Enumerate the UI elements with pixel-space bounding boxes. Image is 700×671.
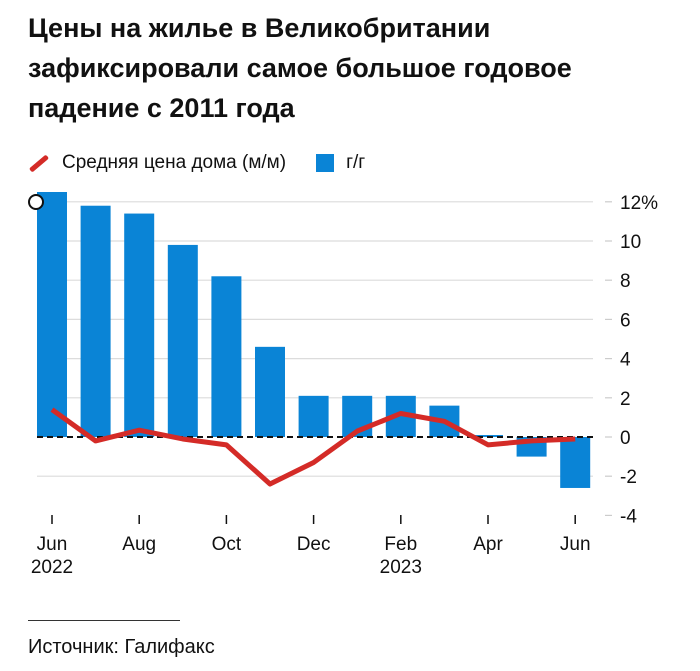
y-tick-label: 0 — [620, 428, 631, 449]
bar — [167, 244, 198, 437]
bar — [37, 192, 67, 437]
bar — [560, 437, 591, 488]
marker-circle — [28, 194, 44, 210]
y-tick-label: 8 — [620, 271, 631, 292]
source-divider — [28, 620, 180, 621]
legend-line-label: Средняя цена дома (м/м) — [62, 152, 287, 173]
y-tick-label: -4 — [620, 506, 637, 527]
bar — [255, 346, 285, 437]
x-tick-sublabel: 2022 — [31, 557, 73, 578]
x-tick-label: Jun — [560, 534, 591, 555]
bar — [80, 205, 111, 437]
y-tick-label: 12% — [620, 193, 658, 214]
x-tick-label: Oct — [212, 534, 242, 555]
x-tick-label: Jun — [37, 534, 68, 555]
x-tick-label: Feb — [384, 534, 417, 555]
bar — [298, 395, 329, 437]
bar — [124, 213, 155, 437]
legend-bar-swatch — [316, 154, 335, 172]
legend-bar-label: г/г — [346, 152, 366, 173]
y-tick-label: 6 — [620, 310, 631, 331]
x-tick-label: Dec — [297, 534, 331, 555]
source: Источник: Галифакс — [28, 636, 215, 658]
chart-title: Цены на жилье в Великобритании зафиксиро… — [28, 13, 572, 123]
bar — [211, 276, 242, 437]
x-tick-label: Aug — [122, 534, 156, 555]
y-tick-label: 2 — [620, 389, 631, 410]
y-tick-label: -2 — [620, 467, 637, 488]
legend: Средняя цена дома (м/м) г/г — [28, 152, 365, 174]
y-tick-label: 4 — [620, 350, 631, 371]
x-tick-sublabel: 2023 — [380, 557, 422, 578]
x-tick-label: Apr — [473, 534, 503, 555]
y-tick-label: 10 — [620, 232, 641, 253]
